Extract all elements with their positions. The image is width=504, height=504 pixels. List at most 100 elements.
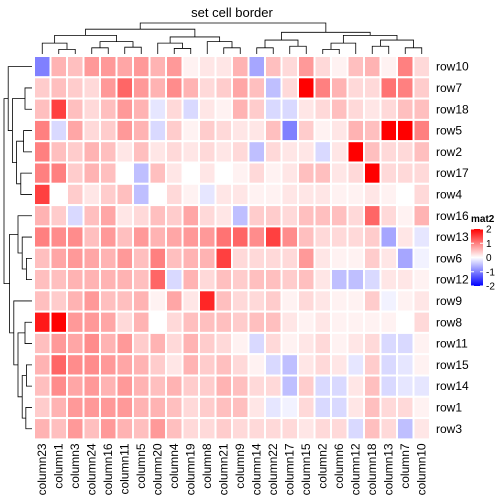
heatmap-cell xyxy=(330,76,349,100)
column-label: column10 xyxy=(415,443,429,495)
heatmap-cell xyxy=(99,76,118,100)
heatmap-cell xyxy=(33,331,52,356)
row-label: row17 xyxy=(436,166,469,180)
heatmap-cell xyxy=(280,310,299,334)
heatmap-cell xyxy=(313,204,332,228)
heatmap-cell xyxy=(346,331,365,356)
heatmap-cell xyxy=(363,331,382,356)
heatmap-cell xyxy=(330,417,349,441)
heatmap-cell xyxy=(148,204,167,228)
heatmap-cell xyxy=(49,204,68,228)
heatmap-cell xyxy=(49,161,68,185)
heatmap-cell xyxy=(49,246,68,270)
dendrogram-branch xyxy=(58,48,76,54)
heatmap-cell xyxy=(66,140,85,164)
heatmap-cell xyxy=(165,374,184,398)
heatmap-cell xyxy=(214,353,233,377)
heatmap-cell xyxy=(214,225,233,249)
heatmap-cells xyxy=(33,55,431,441)
heatmap-cell xyxy=(247,225,266,249)
heatmap-cell xyxy=(66,246,85,270)
heatmap-cell xyxy=(66,161,85,185)
heatmap-cell xyxy=(280,268,299,292)
dendrogram-branch xyxy=(223,47,241,54)
heatmap-cell xyxy=(396,246,415,270)
heatmap-cell xyxy=(363,310,382,334)
heatmap-cell xyxy=(412,417,431,441)
heatmap-cell xyxy=(247,161,266,185)
heatmap-cell xyxy=(115,331,134,356)
heatmap-cell xyxy=(115,268,134,292)
heatmap-cell xyxy=(264,417,283,441)
heatmap-cell xyxy=(264,225,283,249)
heatmap-cell xyxy=(66,289,85,313)
column-label: column20 xyxy=(151,443,165,495)
column-label: column6 xyxy=(332,443,346,489)
heatmap-cell xyxy=(247,76,266,100)
heatmap-cell xyxy=(165,268,184,292)
heatmap-cell xyxy=(148,310,167,334)
heatmap-cell xyxy=(115,118,134,143)
heatmap-cell xyxy=(396,395,415,420)
heatmap-cell xyxy=(165,140,184,164)
heatmap-cell xyxy=(66,268,85,292)
legend-tick-label: 1 xyxy=(486,239,492,250)
heatmap-cell xyxy=(49,417,68,441)
heatmap-cell xyxy=(231,161,250,185)
heatmap-cell xyxy=(396,182,415,207)
heatmap-cell xyxy=(33,374,52,398)
row-label: row3 xyxy=(436,422,462,436)
legend-title: mat2 xyxy=(471,214,495,225)
heatmap-cell xyxy=(198,161,217,185)
heatmap-cell xyxy=(99,204,118,228)
heatmap-cell xyxy=(264,374,283,398)
heatmap-cell xyxy=(379,289,398,313)
heatmap-cell xyxy=(165,118,184,143)
heatmap-cell xyxy=(379,140,398,164)
heatmap-cell xyxy=(247,118,266,143)
heatmap-cell xyxy=(49,353,68,377)
heatmap-cell xyxy=(82,225,101,249)
dendrogram-branch xyxy=(256,47,274,54)
dendrogram-branch xyxy=(24,87,32,110)
heatmap-cell xyxy=(346,140,365,164)
heatmap-cell xyxy=(346,246,365,270)
heatmap-cell xyxy=(396,353,415,377)
heatmap-cell xyxy=(198,182,217,207)
heatmap-cell xyxy=(132,331,151,356)
heatmap-cell xyxy=(181,140,200,164)
heatmap-cell xyxy=(330,374,349,398)
heatmap-cell xyxy=(313,289,332,313)
heatmap-cell xyxy=(412,97,431,121)
heatmap-cell xyxy=(297,161,316,185)
heatmap-cell xyxy=(99,268,118,292)
heatmap-cell xyxy=(132,268,151,292)
heatmap-cell xyxy=(379,161,398,185)
heatmap-cell xyxy=(379,417,398,441)
heatmap-cell xyxy=(66,55,85,79)
heatmap-cell xyxy=(412,161,431,185)
heatmap-cell xyxy=(231,225,250,249)
column-label: column5 xyxy=(134,443,148,489)
heatmap-cell xyxy=(115,161,134,185)
heatmap-cell xyxy=(165,55,184,79)
dendrogram-branch xyxy=(330,42,357,54)
heatmap-cell xyxy=(115,246,134,270)
heatmap-cell xyxy=(214,417,233,441)
heatmap-cell xyxy=(346,289,365,313)
heatmap-cell xyxy=(115,76,134,100)
heatmap-cell xyxy=(132,246,151,270)
row-label: row13 xyxy=(436,230,469,244)
heatmap-cell xyxy=(346,55,365,79)
heatmap-cell xyxy=(396,204,415,228)
legend-tick-label: -2 xyxy=(486,282,495,293)
dendrogram-branch xyxy=(173,48,192,54)
heatmap-cell xyxy=(115,374,134,398)
heatmap-cell xyxy=(379,268,398,292)
heatmap-cell xyxy=(412,246,431,270)
heatmap-cell xyxy=(280,161,299,185)
heatmap-cell xyxy=(148,268,167,292)
row-label: row11 xyxy=(436,337,468,351)
heatmap-cell xyxy=(99,395,118,420)
heatmap-cell xyxy=(396,140,415,164)
